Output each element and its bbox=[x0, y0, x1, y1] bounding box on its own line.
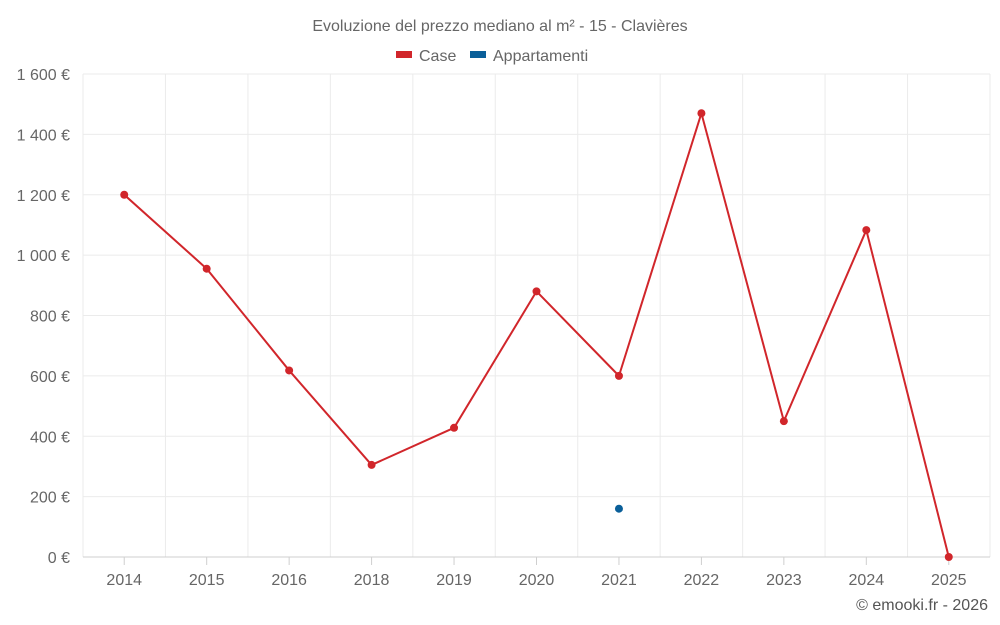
series bbox=[120, 109, 953, 561]
legend-swatch-appartamenti bbox=[470, 51, 486, 58]
y-tick-label: 1 400 € bbox=[17, 127, 70, 144]
y-tick-label: 400 € bbox=[30, 429, 70, 446]
y-tick-label: 1 200 € bbox=[17, 188, 70, 205]
legend-item-case[interactable]: Case bbox=[396, 48, 456, 65]
y-tick-label: 1 000 € bbox=[17, 248, 70, 265]
data-point-case-2014[interactable] bbox=[120, 190, 129, 199]
x-tick-label: 2025 bbox=[931, 572, 967, 589]
legend: Case Appartamenti bbox=[396, 48, 588, 65]
x-tick-label: 2021 bbox=[601, 572, 637, 589]
series-appartamenti bbox=[614, 504, 623, 513]
data-point-case-2019[interactable] bbox=[450, 423, 459, 432]
gridlines bbox=[82, 73, 991, 557]
y-tick-label: 800 € bbox=[30, 309, 70, 326]
data-point-case-2016[interactable] bbox=[285, 366, 294, 375]
legend-label-case: Case bbox=[419, 48, 456, 65]
legend-item-appartamenti[interactable]: Appartamenti bbox=[470, 48, 588, 65]
legend-swatch-case bbox=[396, 51, 412, 58]
y-axis-ticks: 0 € 200 € 400 € 600 € 800 € 1 000 € 1 200 € 1 4… bbox=[17, 67, 70, 567]
data-point-case-2024[interactable] bbox=[862, 226, 871, 235]
y-tick-label: 200 € bbox=[30, 490, 70, 507]
data-point-case-2023[interactable] bbox=[779, 417, 788, 426]
x-tick-label: 2024 bbox=[849, 572, 885, 589]
x-tick-label: 2016 bbox=[271, 572, 307, 589]
data-point-appartamenti-2021[interactable] bbox=[614, 504, 623, 513]
credit-text: © emooki.fr - 2026 bbox=[856, 597, 988, 614]
data-point-case-2018[interactable] bbox=[367, 460, 376, 469]
x-axis-ticks: 2014 2015 2016 2018 2019 2020 2021 2022 2023 2024… bbox=[106, 557, 967, 589]
x-tick-label: 2015 bbox=[189, 572, 225, 589]
x-tick-label: 2014 bbox=[106, 572, 142, 589]
x-tick-label: 2022 bbox=[684, 572, 720, 589]
chart-title: Evoluzione del prezzo mediano al m² - 15… bbox=[312, 18, 687, 35]
y-tick-label: 1 600 € bbox=[17, 67, 70, 84]
y-tick-label: 600 € bbox=[30, 369, 70, 386]
data-point-case-2025[interactable] bbox=[944, 553, 953, 561]
data-point-case-2022[interactable] bbox=[697, 109, 706, 118]
data-point-case-2015[interactable] bbox=[202, 264, 211, 273]
legend-label-appartamenti: Appartamenti bbox=[493, 48, 588, 65]
x-tick-label: 2023 bbox=[766, 572, 802, 589]
series-case bbox=[120, 109, 953, 561]
x-tick-label: 2019 bbox=[436, 572, 472, 589]
data-point-case-2021[interactable] bbox=[614, 371, 623, 380]
x-tick-label: 2020 bbox=[519, 572, 555, 589]
y-tick-label: 0 € bbox=[48, 550, 70, 567]
x-tick-label: 2018 bbox=[354, 572, 390, 589]
data-point-case-2020[interactable] bbox=[532, 287, 541, 296]
